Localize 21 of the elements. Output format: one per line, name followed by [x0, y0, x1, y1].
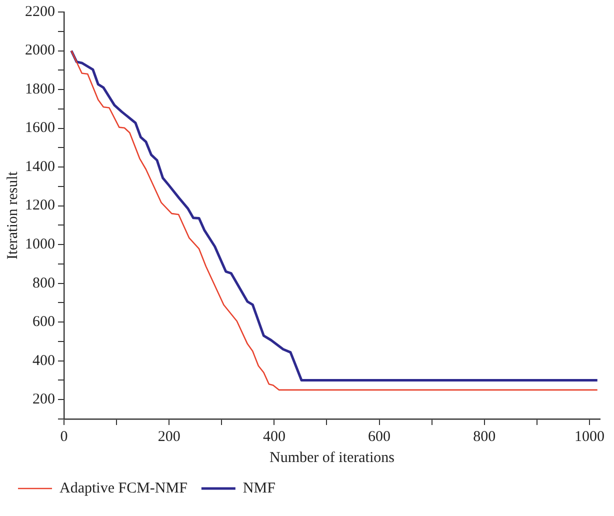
x-tick-label: 800	[473, 428, 496, 445]
y-tick-label: 1000	[25, 236, 55, 253]
y-tick-label: 1200	[25, 198, 55, 214]
x-tick-label: 600	[368, 428, 391, 445]
y-tick-label: 1800	[25, 81, 55, 98]
y-tick-label: 800	[32, 275, 55, 292]
y-tick-label: 1400	[25, 158, 55, 175]
y-tick-label: 400	[32, 352, 55, 369]
x-tick-label: 1000	[574, 428, 604, 445]
y-tick-label: 600	[32, 314, 55, 330]
y-axis-title: Iteration result	[4, 170, 21, 260]
y-tick-label: 1600	[25, 120, 55, 136]
x-axis-title: Number of iterations	[270, 450, 395, 466]
y-tick-label: 2000	[25, 42, 55, 59]
x-tick-label: 0	[60, 428, 68, 445]
y-tick-label: 2200	[25, 4, 55, 20]
x-tick-label: 200	[158, 428, 180, 445]
y-tick-label: 200	[32, 392, 55, 408]
legend-label: NMF	[242, 480, 276, 496]
legend-label: Adaptive FCM-NMF	[60, 480, 188, 496]
x-tick-label: 400	[262, 428, 286, 445]
